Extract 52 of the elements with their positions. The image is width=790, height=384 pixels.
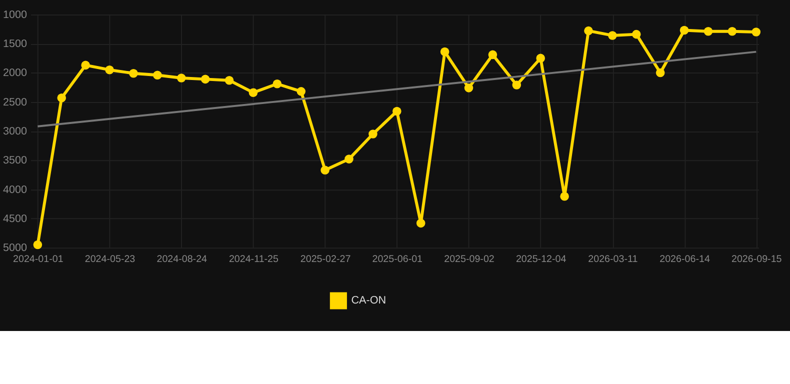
x-tick-label: 2024-05-23 bbox=[84, 254, 136, 265]
x-tick-label: 2025-09-02 bbox=[444, 254, 494, 265]
x-tick-label: 2026-09-15 bbox=[731, 254, 782, 265]
x-tick-label: 2026-06-14 bbox=[660, 254, 710, 265]
y-tick-label: 4000 bbox=[2, 184, 28, 196]
point bbox=[512, 80, 522, 90]
point bbox=[224, 76, 234, 85]
point bbox=[105, 65, 114, 74]
point bbox=[368, 130, 378, 138]
legend-label: CA-ON bbox=[351, 294, 386, 307]
point bbox=[656, 68, 665, 78]
point bbox=[728, 27, 737, 36]
point bbox=[488, 50, 498, 60]
point bbox=[272, 79, 282, 88]
point bbox=[680, 26, 689, 35]
point bbox=[296, 87, 306, 96]
point bbox=[584, 26, 593, 36]
point bbox=[248, 88, 258, 97]
x-tick-label: 2025-06-01 bbox=[372, 254, 423, 265]
point bbox=[129, 68, 138, 78]
point bbox=[536, 54, 545, 63]
point bbox=[153, 70, 162, 80]
point bbox=[632, 30, 641, 39]
x-tick-label: 2025-12-04 bbox=[516, 254, 567, 265]
point bbox=[440, 47, 450, 56]
x-tick-label: 2025-02-27 bbox=[300, 254, 351, 265]
point bbox=[176, 74, 186, 82]
point bbox=[33, 240, 42, 250]
y-tick-label: 5000 bbox=[2, 242, 28, 254]
point bbox=[416, 218, 426, 228]
y-tick-label: 2000 bbox=[2, 67, 28, 80]
point bbox=[81, 60, 90, 70]
y-tick-label: 4500 bbox=[2, 212, 28, 225]
point bbox=[57, 93, 66, 102]
point bbox=[344, 154, 354, 164]
point bbox=[608, 31, 617, 40]
y-tick-label: 3500 bbox=[2, 154, 28, 167]
point bbox=[392, 106, 402, 116]
point bbox=[464, 84, 474, 92]
x-tick-label: 2024-01-01 bbox=[13, 254, 64, 265]
point bbox=[560, 192, 569, 201]
x-tick-label: 2026-03-11 bbox=[588, 254, 638, 265]
point bbox=[752, 28, 761, 36]
y-tick-label: 2500 bbox=[2, 96, 28, 108]
x-tick-label: 2024-11-25 bbox=[228, 254, 280, 265]
point bbox=[320, 166, 330, 175]
y-tick-label: 1000 bbox=[2, 8, 28, 21]
x-tick-label: 2024-08-24 bbox=[156, 254, 208, 265]
point bbox=[704, 27, 713, 36]
y-tick-label: 3000 bbox=[2, 126, 28, 138]
point bbox=[200, 74, 210, 84]
y-tick-label: 1500 bbox=[2, 38, 28, 50]
